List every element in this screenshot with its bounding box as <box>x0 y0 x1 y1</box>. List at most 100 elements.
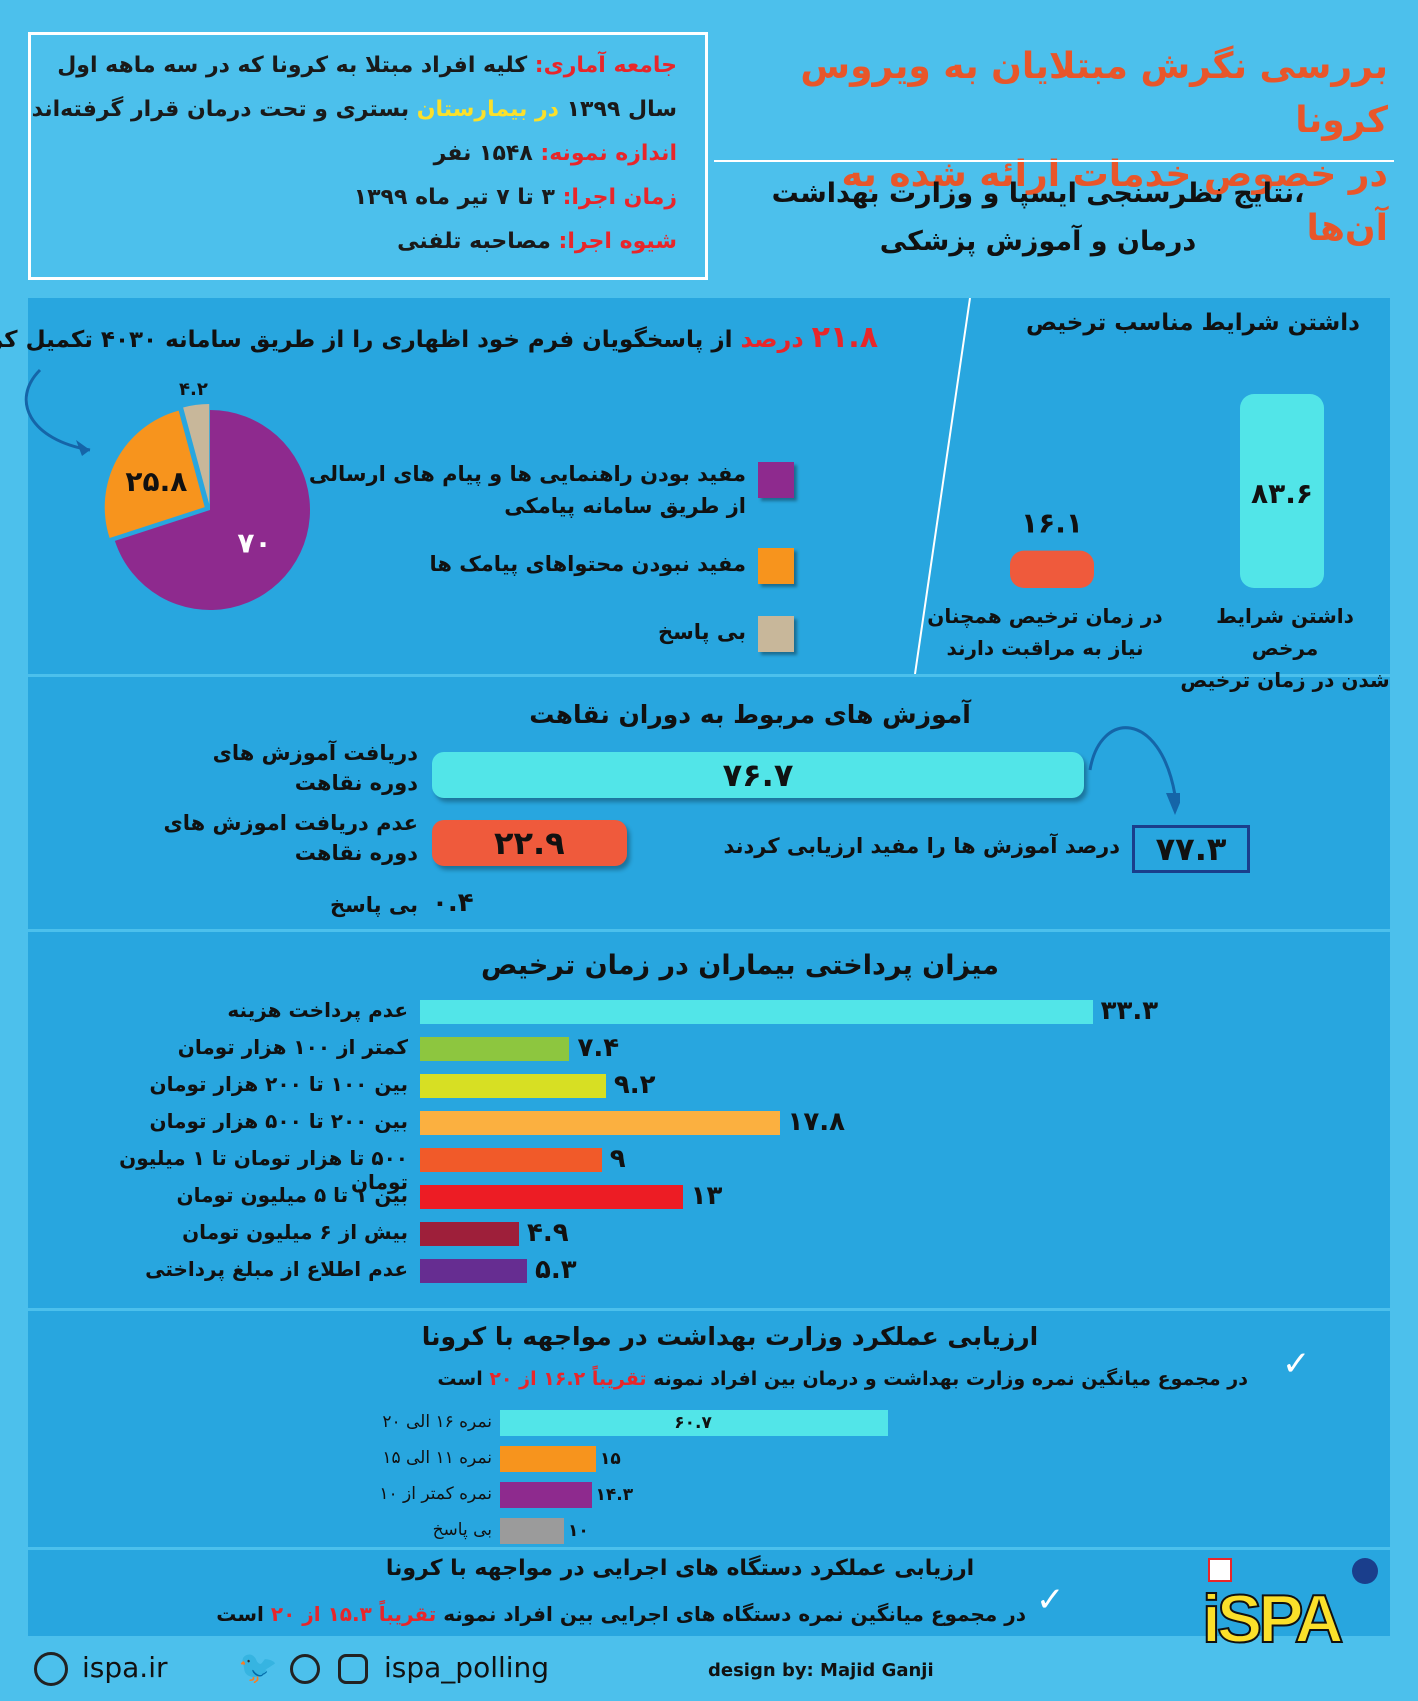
payment-label: بین ۲۰۰ تا ۵۰۰ هزار تومان <box>149 1109 408 1133</box>
panel-rehab <box>28 677 1390 929</box>
payment-value: ۵.۳ <box>535 1255 577 1285</box>
payment-label: کمتر از ۱۰۰ هزار تومان <box>177 1035 408 1059</box>
grade-label: نمره کمتر از ۱۰ <box>379 1484 492 1504</box>
executive-check-icon: ✓ <box>1036 1580 1065 1620</box>
rehab-value-no-answer: ۰.۴ <box>432 888 474 918</box>
population-label: جامعه آماری: <box>534 53 677 78</box>
rehab-label-received: دریافت آموزش های دوره نقاهت <box>118 738 418 798</box>
executive-sentence-b: است <box>216 1602 264 1626</box>
discharge-bar-ready <box>1240 394 1324 588</box>
grade-value: ۱۵ <box>600 1449 621 1469</box>
rehab-assess-text: درصد آموزش ها را مفید ارزیابی کردند <box>723 834 1121 858</box>
discharge-title: داشتن شرایط مناسب ترخیص <box>1025 310 1360 336</box>
grade-value: ۱۰ <box>568 1521 589 1541</box>
payment-label: بیش از ۶ میلیون تومان <box>182 1220 408 1244</box>
method-label: شیوه اجرا: <box>558 229 677 254</box>
legend-swatch-not-useful <box>758 548 794 584</box>
pie-label-no-answer: ۴.۲ <box>179 379 208 400</box>
payment-value: ۷.۴ <box>577 1033 620 1063</box>
sample-line: اندازه نمونه: ۱۵۴۸ نفر <box>434 141 677 166</box>
pie-label-not-useful: ۲۵.۸ <box>125 465 187 498</box>
population-line-2: سال ۱۳۹۹ در بیمارستان بستری و تحت درمان … <box>32 97 677 122</box>
panel-divider-line <box>914 298 971 674</box>
design-credit: design by: Majid Ganji <box>708 1660 934 1681</box>
subtitle-line-1: نتایج نظرسنجی ایسپا و وزارت بهداشت، <box>771 178 1305 209</box>
payment-value: ۱۳ <box>690 1181 723 1211</box>
twitter-icon[interactable]: 🐦 <box>238 1648 278 1686</box>
survey-info-box: جامعه آماری: کلیه افراد مبتلا به کرونا ک… <box>28 32 708 280</box>
grade-bar <box>500 1518 564 1544</box>
sample-label: اندازه نمونه: <box>540 141 677 166</box>
executive-sentence: در مجموع میانگین نمره دستگاه های اجرایی … <box>216 1602 1026 1626</box>
grade-value: ۶۰.۷ <box>674 1413 712 1433</box>
social-handle[interactable]: ispa_polling <box>384 1651 550 1684</box>
ispa-logo: iSPA <box>1196 1556 1382 1684</box>
legend-swatch-useful <box>758 462 794 498</box>
rehab-title: آموزش های مربوط به دوران نقاهت <box>529 700 971 729</box>
population-rest: بستری و تحت درمان قرار گرفته‌اند <box>31 97 410 122</box>
web-icon <box>34 1652 68 1686</box>
page-subtitle: نتایج نظرسنجی ایسپا و وزارت بهداشت، درما… <box>738 170 1338 266</box>
discharge-value-ready: ۸۳.۶ <box>1251 477 1313 510</box>
executive-title: ارزیابی عملکرد دستگاه های اجرایی در مواج… <box>385 1556 975 1581</box>
discharge-ready-line1: داشتن شرایط مرخص <box>1216 604 1354 660</box>
payment-value: ۹ <box>609 1144 626 1174</box>
payment-bar <box>420 1074 606 1098</box>
rehab-arrow-icon <box>1088 726 1180 815</box>
population-hospital: در بیمارستان <box>416 97 559 122</box>
instagram-icon[interactable] <box>338 1654 368 1684</box>
payment-value: ۹.۲ <box>613 1070 656 1100</box>
payment-value: ۱۷.۸ <box>787 1107 846 1137</box>
rehab-not-received-line1: عدم دریافت اموزش های <box>163 811 418 835</box>
pie-headline: ۲۱.۸ درصد از پاسخگویان فرم خود اظهاری را… <box>0 320 878 355</box>
pie-slice-useful <box>114 410 310 610</box>
grade-bar <box>500 1410 889 1436</box>
pie-arrowhead-icon <box>76 440 90 456</box>
payment-bar <box>420 1000 1093 1024</box>
pie-arrow-icon <box>24 368 91 452</box>
grade-bar <box>500 1446 596 1472</box>
rehab-bar-not-received: ۲۲.۹ <box>432 820 627 866</box>
title-divider <box>714 160 1394 162</box>
grade-label: نمره ۱۶ الی ۲۰ <box>382 1412 492 1432</box>
payment-bar <box>420 1185 683 1209</box>
time-line: زمان اجرا: ۳ تا ۷ تیر ماه ۱۳۹۹ <box>354 185 677 210</box>
payment-label: عدم اطلاع از مبلغ پرداختی <box>145 1257 408 1281</box>
population-year: سال ۱۳۹۹ <box>566 97 677 122</box>
sample-value: ۱۵۴۸ نفر <box>433 141 533 166</box>
telegram-icon[interactable] <box>290 1654 320 1684</box>
method-line: شیوه اجرا: مصاحبه تلفنی <box>397 229 677 254</box>
pie-slice-not-useful <box>104 410 205 539</box>
discharge-label-ready: داشتن شرایط مرخص شدن در زمان ترخیص <box>1180 600 1390 696</box>
payment-label: بین ۱۰۰ تا ۲۰۰ هزار تومان <box>149 1072 408 1096</box>
payment-value: ۴.۹ <box>526 1218 569 1248</box>
payment-bar <box>420 1111 780 1135</box>
pie-slice-no-answer <box>183 404 210 505</box>
ministry-sentence-b: است <box>437 1368 483 1390</box>
title-line-1: بررسی نگرش مبتلایان به ویروس کرونا <box>800 46 1388 141</box>
grade-label: نمره ۱۱ الی ۱۵ <box>382 1448 492 1468</box>
rehab-not-received-line2: دوره نقاهت <box>294 841 418 865</box>
discharge-value-needs-care: ۱۶.۱ <box>1021 507 1083 540</box>
website-link[interactable]: ispa.ir <box>82 1651 168 1684</box>
discharge-ready-line2: شدن در زمان ترخیص <box>1180 668 1390 692</box>
time-value: ۳ تا ۷ تیر ماه ۱۳۹۹ <box>353 185 555 210</box>
logo-emblem-icon <box>1352 1558 1378 1584</box>
rehab-label-no-answer: بی پاسخ <box>330 893 418 917</box>
ministry-check-icon: ✓ <box>1282 1344 1311 1384</box>
logo-checkbox-icon <box>1208 1558 1232 1582</box>
headline-percent-word: درصد <box>740 325 804 353</box>
logo-text: iSPA <box>1201 1580 1345 1658</box>
rehab-assess-value: ۷۷.۳ <box>1132 825 1250 873</box>
grade-value: ۱۴.۳ <box>595 1485 634 1505</box>
legend-label-not-useful: مفید نبودن محتواهای پیامک ها <box>429 552 746 576</box>
grade-bar <box>500 1482 592 1508</box>
subtitle-line-2: درمان و آموزش پزشکی <box>879 226 1197 257</box>
ministry-sentence-score: تقریباً ۱۶.۲ از ۲۰ <box>489 1368 647 1390</box>
legend-label-no-answer: بی پاسخ <box>658 620 746 644</box>
payment-label: ۵۰۰ تا هزار تومان تا ۱ میلیون تومان <box>119 1146 408 1194</box>
rehab-bar-received: ۷۶.۷ <box>432 752 1084 798</box>
population-line: جامعه آماری: کلیه افراد مبتلا به کرونا ک… <box>57 53 677 78</box>
payment-title: میزان پرداختی بیماران در زمان ترخیص <box>480 950 999 981</box>
legend-useful-line2: از طریق سامانه پیامکی <box>504 494 746 518</box>
